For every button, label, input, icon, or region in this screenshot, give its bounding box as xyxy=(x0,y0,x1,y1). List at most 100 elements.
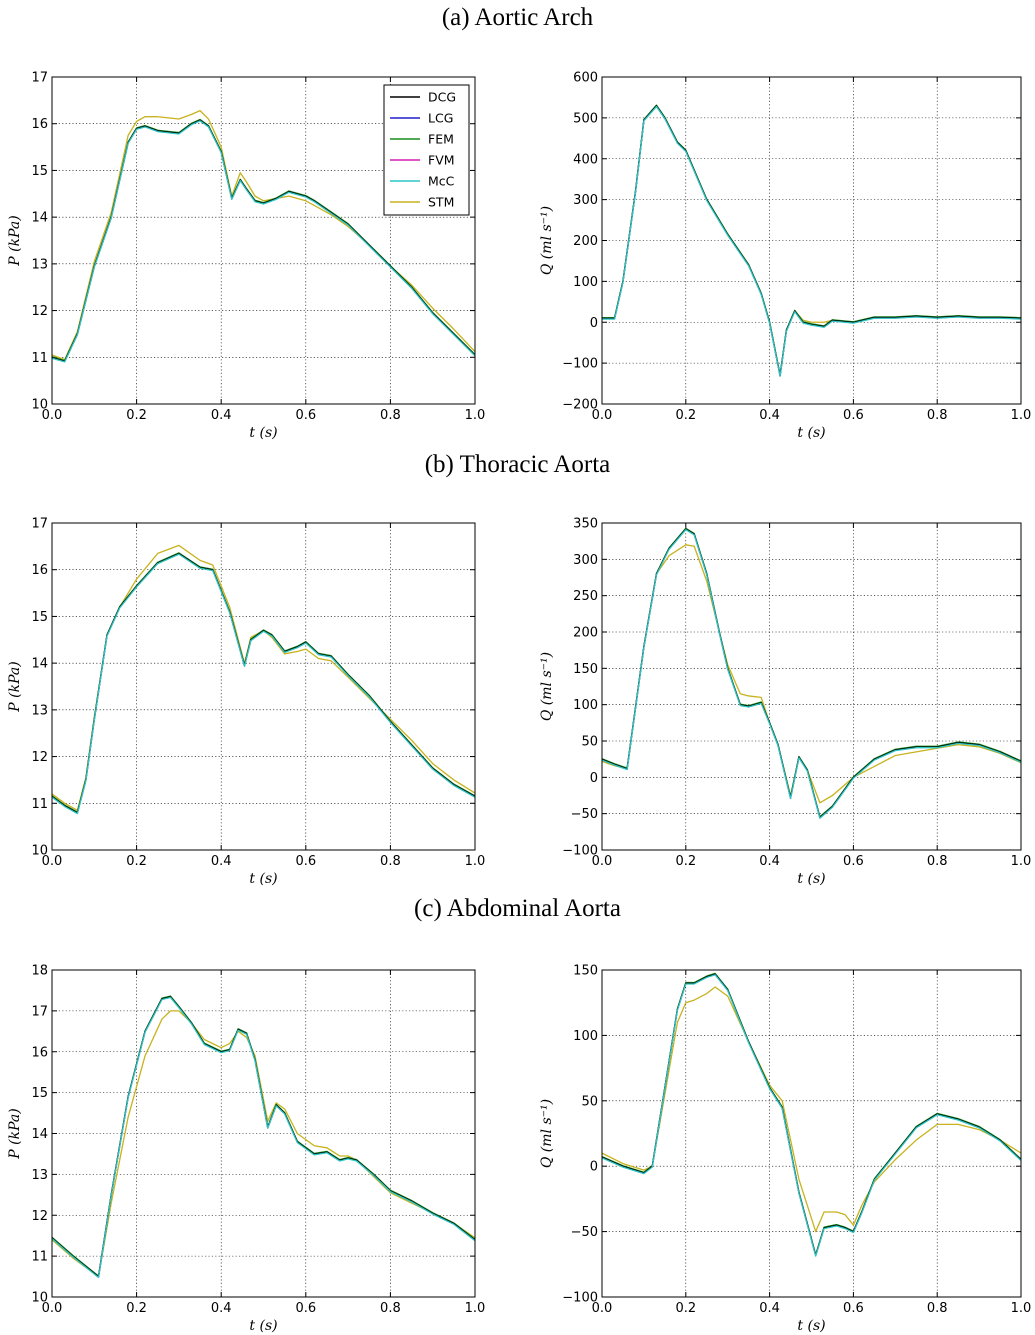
series-line-lcg xyxy=(602,104,1022,377)
y-tick-label: 500 xyxy=(573,111,598,126)
y-tick-label: 200 xyxy=(573,626,598,641)
legend-label-mcc: McC xyxy=(428,174,455,189)
series-line-fem xyxy=(601,527,1022,818)
x-tick-label: 1.0 xyxy=(1011,408,1032,423)
y-tick-label: 50 xyxy=(581,735,598,750)
y-tick-label: −50 xyxy=(571,1225,598,1240)
y-tick-label: 13 xyxy=(31,1168,48,1183)
x-tick-label: 0.6 xyxy=(843,854,864,869)
y-tick-label: −100 xyxy=(562,1291,598,1306)
y-tick-label: 150 xyxy=(573,662,598,677)
series-line-stm xyxy=(601,986,1022,1233)
series-line-dcg xyxy=(51,552,476,814)
x-tick-label: 0.2 xyxy=(126,408,147,423)
x-tick-label: 0.2 xyxy=(675,408,696,423)
series-line-fem xyxy=(601,972,1022,1256)
x-axis-label: t (s) xyxy=(797,871,825,887)
x-tick-label: 0.6 xyxy=(843,1301,864,1316)
series-line-mcc xyxy=(51,120,476,363)
y-tick-label: 17 xyxy=(31,517,48,532)
plot-frame xyxy=(601,969,1022,1298)
legend-box xyxy=(383,84,470,216)
plot-frame xyxy=(51,522,476,851)
y-tick-label: 0 xyxy=(590,316,598,331)
x-tick-label: 0.8 xyxy=(380,1301,401,1316)
x-tick-label: 1.0 xyxy=(465,1301,486,1316)
series-line-stm xyxy=(602,104,1022,377)
legend-label-lcg: LCG xyxy=(428,111,453,126)
x-tick-label: 0.6 xyxy=(843,408,864,423)
y-tick-label: 11 xyxy=(31,1250,48,1265)
plot-frame xyxy=(601,76,1022,405)
y-tick-label: 14 xyxy=(31,657,48,672)
panel-2: −200 −100 0 100 200 300 400 500 600 0.0 0.2 0.4 0.6 0… xyxy=(539,71,1031,442)
legend-label-dcg: DCG xyxy=(428,90,456,105)
y-axis-label: P (kPa) xyxy=(7,661,23,712)
y-tick-label: 11 xyxy=(31,351,48,366)
y-tick-label: 14 xyxy=(31,1127,48,1142)
series-line-lcg xyxy=(601,528,1022,818)
plot-frame xyxy=(51,969,476,1298)
x-tick-label: 0.2 xyxy=(126,1301,147,1316)
y-axis-label: P (kPa) xyxy=(7,215,23,266)
x-tick-label: 0.8 xyxy=(380,408,401,423)
series-line-dcg xyxy=(51,996,476,1278)
y-tick-label: 400 xyxy=(573,152,598,167)
y-tick-label: 250 xyxy=(573,589,598,604)
section-title-b: (b) Thoracic Aorta xyxy=(424,451,611,478)
y-tick-label: 12 xyxy=(31,1209,48,1224)
y-tick-label: 18 xyxy=(31,964,48,979)
y-tick-label: 0 xyxy=(590,1160,598,1175)
x-axis-label: t (s) xyxy=(797,1318,825,1334)
x-tick-label: 0.0 xyxy=(592,1301,613,1316)
series-line-mcc xyxy=(51,996,476,1279)
y-tick-label: 0 xyxy=(590,771,598,786)
y-tick-label: 350 xyxy=(573,517,598,532)
y-tick-label: 11 xyxy=(31,797,48,812)
y-axis-label: P (kPa) xyxy=(7,1108,23,1159)
y-axis-label: Q (ml s⁻¹) xyxy=(539,652,555,721)
series-line-fvm xyxy=(601,973,1022,1257)
x-tick-label: 1.0 xyxy=(1011,1301,1032,1316)
panel-6: −100 −50 0 50 100 150 0.0 0.2 0.4 0.6 0.8 1.0 t (s) Q… xyxy=(539,964,1031,1335)
y-tick-label: 15 xyxy=(31,1086,48,1101)
x-tick-label: 1.0 xyxy=(465,408,486,423)
x-axis-label: t (s) xyxy=(249,871,277,887)
x-tick-label: 0.2 xyxy=(126,854,147,869)
panel-1: 10 11 12 13 14 15 16 17 0.0 0.2 0.4 0.6 0.8 1.0 t (s) P… xyxy=(7,71,485,442)
plot-frame xyxy=(51,76,476,405)
x-tick-label: 1.0 xyxy=(1011,854,1032,869)
x-tick-label: 0.4 xyxy=(211,1301,232,1316)
x-tick-label: 0.0 xyxy=(592,408,613,423)
x-tick-label: 0.2 xyxy=(675,854,696,869)
x-axis-label: t (s) xyxy=(249,425,277,441)
x-tick-label: 0.8 xyxy=(927,408,948,423)
series-line-lcg xyxy=(51,995,476,1278)
series-line-fem xyxy=(602,104,1022,376)
y-tick-label: −100 xyxy=(562,357,598,372)
x-tick-label: 0.8 xyxy=(927,854,948,869)
y-tick-label: 13 xyxy=(31,703,48,718)
x-tick-label: 0.4 xyxy=(211,408,232,423)
plot-frame xyxy=(601,522,1022,851)
y-axis-label: Q (ml s⁻¹) xyxy=(539,206,555,275)
series-line-dcg xyxy=(601,973,1022,1256)
legend-label-stm: STM xyxy=(428,195,454,210)
x-tick-label: 0.4 xyxy=(759,1301,780,1316)
y-tick-label: 200 xyxy=(573,234,598,249)
x-tick-label: 0.4 xyxy=(759,408,780,423)
x-tick-label: 0.6 xyxy=(295,854,316,869)
series-line-stm xyxy=(51,544,476,811)
x-tick-label: 0.4 xyxy=(759,854,780,869)
x-tick-label: 0.0 xyxy=(592,854,613,869)
x-tick-label: 0.0 xyxy=(42,854,63,869)
y-tick-label: 300 xyxy=(573,193,598,208)
series-line-mcc xyxy=(601,529,1022,819)
y-tick-label: 600 xyxy=(573,71,598,86)
y-tick-label: 12 xyxy=(31,750,48,765)
y-tick-label: 17 xyxy=(31,71,48,86)
x-tick-label: 0.2 xyxy=(675,1301,696,1316)
x-axis-label: t (s) xyxy=(249,1318,277,1334)
series-line-fvm xyxy=(51,553,476,814)
